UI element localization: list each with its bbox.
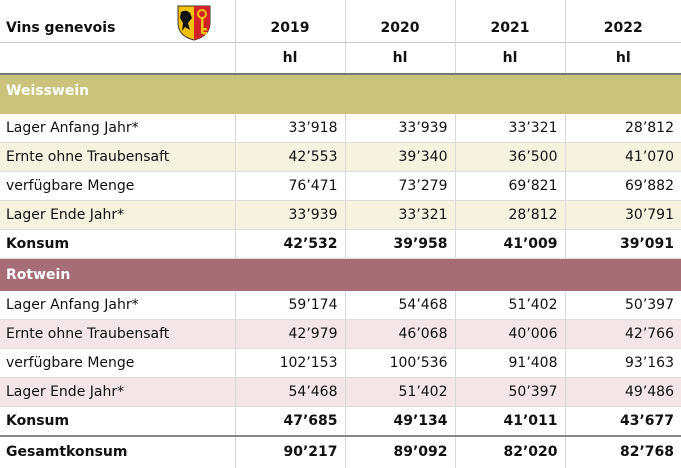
data-row: Lager Ende Jahr* 33’939 33’321 28’812 30’791 [0, 200, 681, 230]
row-label: Lager Ende Jahr* [0, 200, 235, 230]
value-cell: 33’939 [234, 200, 345, 230]
total-value: 90’217 [234, 434, 345, 468]
value-cell: 102’153 [234, 348, 345, 378]
value-cell: 49’486 [564, 377, 681, 407]
total-value: 82’020 [454, 434, 565, 468]
value-cell: 42’766 [564, 319, 681, 349]
unit-header: hl [564, 41, 681, 75]
section-title: Weisswein [0, 73, 681, 114]
value-cell: 50’397 [454, 377, 565, 407]
value-cell: 42’553 [234, 142, 345, 172]
value-cell: 33’321 [344, 200, 455, 230]
value-cell: 100’536 [344, 348, 455, 378]
unit-header: hl [454, 41, 565, 75]
row-label: Lager Anfang Jahr* [0, 290, 235, 320]
row-label: Konsum [0, 229, 235, 259]
table-title: Vins genevois [6, 19, 116, 36]
geneva-emblem [177, 5, 211, 41]
data-row: Lager Ende Jahr* 54’468 51’402 50’397 49’486 [0, 377, 681, 407]
value-cell: 69’882 [564, 171, 681, 201]
value-cell: 39’958 [344, 229, 455, 259]
value-cell: 51’402 [344, 377, 455, 407]
value-cell: 33’939 [344, 113, 455, 143]
value-cell: 59’174 [234, 290, 345, 320]
year-header: 2020 [344, 0, 455, 42]
value-cell: 41’070 [564, 142, 681, 172]
year-header: 2022 [564, 0, 681, 42]
unit-header: hl [344, 41, 455, 75]
value-cell: 28’812 [454, 200, 565, 230]
empty-cell [0, 41, 235, 75]
data-row: Ernte ohne Traubensaft 42’979 46’068 40’006… [0, 319, 681, 349]
year-header: 2021 [454, 0, 565, 42]
data-row: Ernte ohne Traubensaft 42’553 39’340 36’500… [0, 142, 681, 172]
value-cell: 39’340 [344, 142, 455, 172]
unit-row: hl hl hl hl [0, 41, 681, 75]
value-cell: 33’918 [234, 113, 345, 143]
row-label: verfügbare Menge [0, 171, 235, 201]
value-cell: 41’009 [454, 229, 565, 259]
value-cell: 93’163 [564, 348, 681, 378]
value-cell: 43’677 [564, 406, 681, 436]
row-label: Lager Anfang Jahr* [0, 113, 235, 143]
value-cell: 50’397 [564, 290, 681, 320]
total-label: Gesamtkonsum [0, 434, 235, 468]
value-cell: 42’532 [234, 229, 345, 259]
data-row: Konsum 47’685 49’134 41’011 43’677 [0, 406, 681, 436]
unit-header: hl [234, 41, 345, 75]
data-row: verfügbare Menge 102’153 100’536 91’408 93’1… [0, 348, 681, 378]
total-value: 82’768 [564, 434, 681, 468]
value-cell: 41’011 [454, 406, 565, 436]
row-label: Lager Ende Jahr* [0, 377, 235, 407]
value-cell: 73’279 [344, 171, 455, 201]
section-row: Weisswein [0, 73, 681, 114]
data-row: Lager Anfang Jahr* 33’918 33’939 33’321 28’8… [0, 113, 681, 143]
value-cell: 51’402 [454, 290, 565, 320]
section-title: Rotwein [0, 258, 681, 291]
data-row: Konsum 42’532 39’958 41’009 39’091 [0, 229, 681, 259]
value-cell: 36’500 [454, 142, 565, 172]
value-cell: 69’821 [454, 171, 565, 201]
total-row: Gesamtkonsum 90’217 89’092 82’020 82’768 [0, 434, 681, 468]
data-row: verfügbare Menge 76’471 73’279 69’821 69’882 [0, 171, 681, 201]
data-row: Lager Anfang Jahr* 59’174 54’468 51’402 50’3… [0, 290, 681, 320]
value-cell: 30’791 [564, 200, 681, 230]
value-cell: 40’006 [454, 319, 565, 349]
row-label: Konsum [0, 406, 235, 436]
value-cell: 91’408 [454, 348, 565, 378]
value-cell: 42’979 [234, 319, 345, 349]
value-cell: 54’468 [234, 377, 345, 407]
value-cell: 54’468 [344, 290, 455, 320]
year-header: 2019 [234, 0, 345, 42]
row-label: verfügbare Menge [0, 348, 235, 378]
row-label: Ernte ohne Traubensaft [0, 319, 235, 349]
row-label: Ernte ohne Traubensaft [0, 142, 235, 172]
value-cell: 39’091 [564, 229, 681, 259]
value-cell: 47’685 [234, 406, 345, 436]
section-row: Rotwein [0, 258, 681, 291]
value-cell: 46’068 [344, 319, 455, 349]
total-value: 89’092 [344, 434, 455, 468]
value-cell: 33’321 [454, 113, 565, 143]
value-cell: 49’134 [344, 406, 455, 436]
value-cell: 28’812 [564, 113, 681, 143]
value-cell: 76’471 [234, 171, 345, 201]
header-row: Vins genevois 2019 2020 2021 2022 [0, 0, 681, 42]
